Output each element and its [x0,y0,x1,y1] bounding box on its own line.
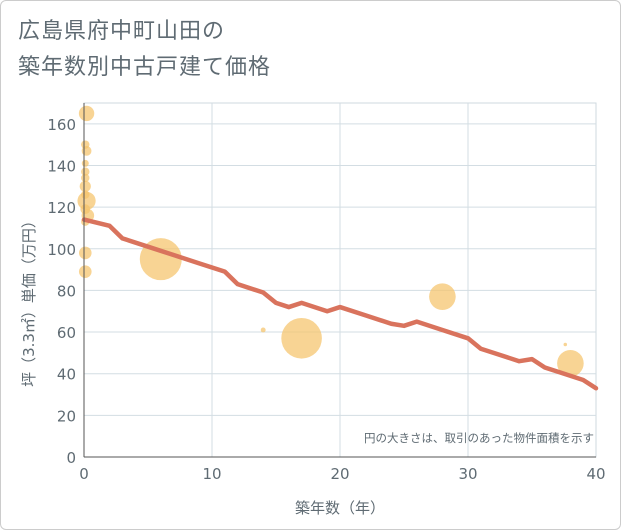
bubble-point [557,349,584,377]
y-tick-label: 140 [47,157,76,175]
y-tick-label: 40 [57,366,76,384]
y-tick-label: 0 [66,449,76,467]
y-tick-label: 20 [57,407,76,425]
axes: 0 20 40 60 80 100 120 140 160 0 10 20 30 40 [47,103,606,483]
x-tick-label: 30 [458,465,477,483]
y-tick-label: 60 [57,324,76,342]
y-tick-label: 120 [47,199,76,217]
bubble-point [78,105,95,122]
x-tick-label: 40 [586,465,605,483]
chart-title-line-2: 築年数別中古戸建て価格 [18,55,272,80]
bubble-point [78,246,92,260]
x-tick-label: 0 [79,465,89,483]
chart-title-line-1: 広島県府中町山田の [18,19,226,44]
x-tick-label: 20 [330,465,349,483]
chart-title: 広島県府中町山田の 築年数別中古戸建て価格 [18,14,271,86]
bubble-point [79,180,91,192]
x-tick-label: 10 [202,465,221,483]
size-annotation: 円の大きさは、取引のあった物件面積を示す [364,431,594,445]
trend-line-group [81,217,599,391]
y-tick-label: 160 [47,116,76,134]
bubble-point [81,159,89,167]
bubble-point [260,327,266,333]
bubble-point [77,191,96,210]
trend-line [81,217,599,391]
y-tick-label: 100 [47,241,76,259]
bubble-point [81,167,90,176]
y-tick-label: 80 [57,282,76,300]
bubble-point [81,173,90,183]
bubble-point [281,318,322,359]
bubble-point [81,145,92,156]
bubble-point [429,283,456,310]
bubble-point [563,342,568,347]
x-axis-label: 築年数（年） [295,499,385,517]
grid-lines [84,103,596,457]
y-axis-label: 坪（3.3㎡）単価（万円） [20,213,38,387]
bubble-point [78,265,92,278]
